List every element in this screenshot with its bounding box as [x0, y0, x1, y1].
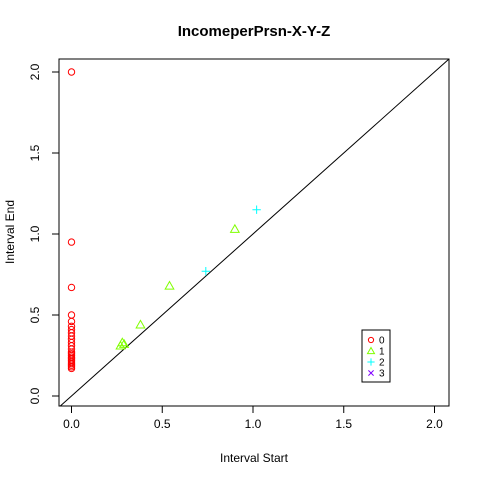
plot-box	[58, 58, 450, 407]
data-point-series-2	[252, 205, 261, 214]
legend-marker-0	[367, 336, 375, 344]
y-tick-label: 2.0	[28, 63, 42, 80]
data-point-series-0	[67, 283, 76, 292]
x-axis-label: Interval Start	[220, 451, 289, 465]
y-axis-label: Interval End	[3, 200, 17, 264]
legend-marker-1	[366, 346, 376, 355]
legend-label: 0	[379, 336, 385, 347]
data-points	[67, 68, 261, 373]
chart-title: IncomeperPrsn-X-Y-Z	[178, 23, 331, 40]
reference-diagonal	[59, 58, 450, 407]
data-point-series-0	[67, 317, 76, 326]
data-point-series-0	[67, 364, 76, 373]
data-point-series-2	[201, 267, 211, 276]
y-tick-label: 1.5	[28, 144, 42, 161]
y-tick-label: 0.0	[28, 387, 42, 404]
y-tick-label: 1.0	[28, 225, 42, 242]
data-point-series-1	[135, 319, 146, 329]
x-tick-label: 1.0	[245, 417, 262, 431]
legend-box	[361, 329, 391, 383]
data-point-series-1	[117, 337, 128, 347]
legend-marker-3	[368, 370, 374, 376]
x-tick-label: 0.0	[63, 417, 80, 431]
data-point-series-0	[67, 238, 76, 246]
x-tick-label: 1.5	[335, 417, 352, 431]
legend-label: 3	[379, 369, 385, 380]
x-axis: 0.0 0.5 1.0 1.5 2.0	[63, 406, 443, 431]
data-point-series-1	[118, 338, 130, 348]
y-tick-label: 0.5	[28, 306, 42, 323]
x-tick-label: 0.5	[154, 417, 171, 431]
data-point-series-0	[67, 68, 76, 76]
legend-label: 1	[379, 347, 385, 358]
legend-marker-2	[367, 358, 375, 366]
data-point-series-1	[229, 223, 241, 233]
y-axis: 0.0 0.5 1.0 1.5 2.0	[28, 63, 59, 404]
data-point-series-1	[164, 280, 175, 290]
x-tick-label: 2.0	[426, 417, 443, 431]
legend-label: 2	[379, 358, 385, 369]
